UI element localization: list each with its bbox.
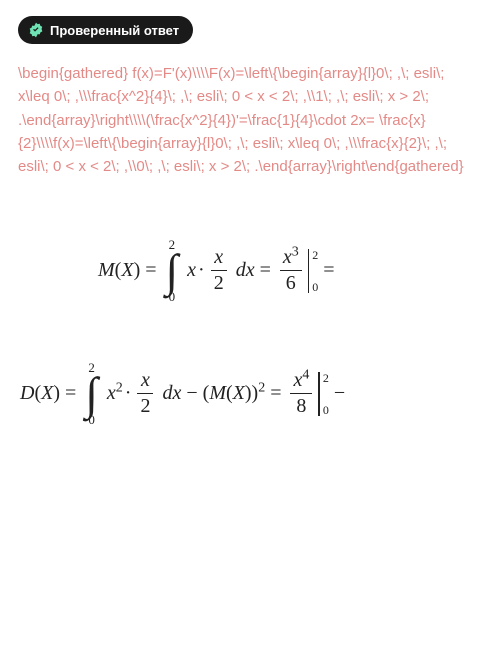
dx-dx: dx — [162, 382, 181, 405]
dx-frac: x 2 — [137, 370, 153, 417]
verified-label: Проверенный ответ — [50, 23, 179, 38]
formula-area: M(X) = 2 ∫ 0 x · x 2 dx = x3 6 2 0 — [18, 238, 482, 426]
dx-minus-term: (M(X))2 — [203, 382, 266, 405]
mx-eval: 2 0 — [308, 249, 319, 293]
mx-frac: x 2 — [211, 247, 227, 294]
verified-answer-badge: Проверенный ответ — [18, 16, 193, 44]
dx-integrand: x2 — [107, 382, 123, 405]
integral-symbol: 2 ∫ 0 — [166, 238, 179, 303]
formula-mx: M(X) = 2 ∫ 0 x · x 2 dx = x3 6 2 0 — [58, 238, 468, 303]
mx-lhs: M(X) — [98, 259, 140, 282]
mx-dx: dx — [236, 259, 255, 282]
mx-result-frac: x3 6 — [280, 247, 302, 294]
formula-dx: D(X) = 2 ∫ 0 x2 · x 2 dx − (M(X))2 = x4 … — [20, 361, 468, 426]
mx-integrand-x: x — [187, 259, 196, 282]
dx-eval: 2 0 — [318, 372, 329, 416]
dx-result-frac: x4 8 — [290, 370, 312, 417]
latex-source-block: \begin{gathered} f(x)=F'(x)\\\\F(x)=\lef… — [18, 62, 482, 178]
dx-lhs: D(X) — [20, 382, 60, 405]
integral-symbol: 2 ∫ 0 — [85, 361, 98, 426]
verified-icon — [28, 22, 44, 38]
